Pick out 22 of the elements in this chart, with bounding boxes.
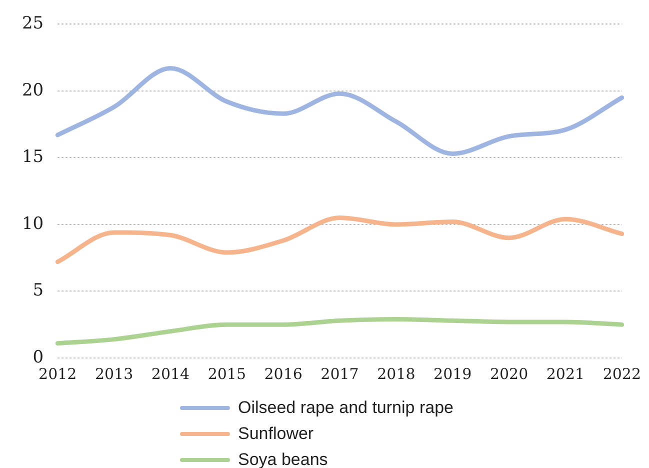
y-tick-label: 0 xyxy=(32,347,44,368)
x-tick-label: 2016 xyxy=(264,364,302,383)
y-tick-label: 15 xyxy=(22,147,44,168)
y-tick-label: 20 xyxy=(22,80,44,100)
x-tick-label: 2017 xyxy=(320,364,359,383)
legend-label: Sunflower xyxy=(238,424,314,444)
legend-label: Oilseed rape and turnip rape xyxy=(238,398,454,418)
x-tick-label: 2012 xyxy=(38,364,77,383)
x-tick-label: 2022 xyxy=(602,364,642,383)
x-tick-label: 2013 xyxy=(94,364,134,383)
x-tick-label: 2019 xyxy=(434,364,472,383)
x-tick-label: 2018 xyxy=(377,364,416,383)
line-series xyxy=(55,66,624,156)
x-tick-label: 2014 xyxy=(151,364,190,383)
y-tick-label: 10 xyxy=(22,214,44,234)
line-series xyxy=(55,317,624,346)
x-tick-label: 2020 xyxy=(490,364,528,383)
y-tick-label: 25 xyxy=(22,14,44,34)
x-tick-label: 2015 xyxy=(208,364,246,383)
line-series xyxy=(55,216,624,264)
y-tick-label: 5 xyxy=(32,280,44,301)
x-tick-label: 2021 xyxy=(546,364,585,383)
